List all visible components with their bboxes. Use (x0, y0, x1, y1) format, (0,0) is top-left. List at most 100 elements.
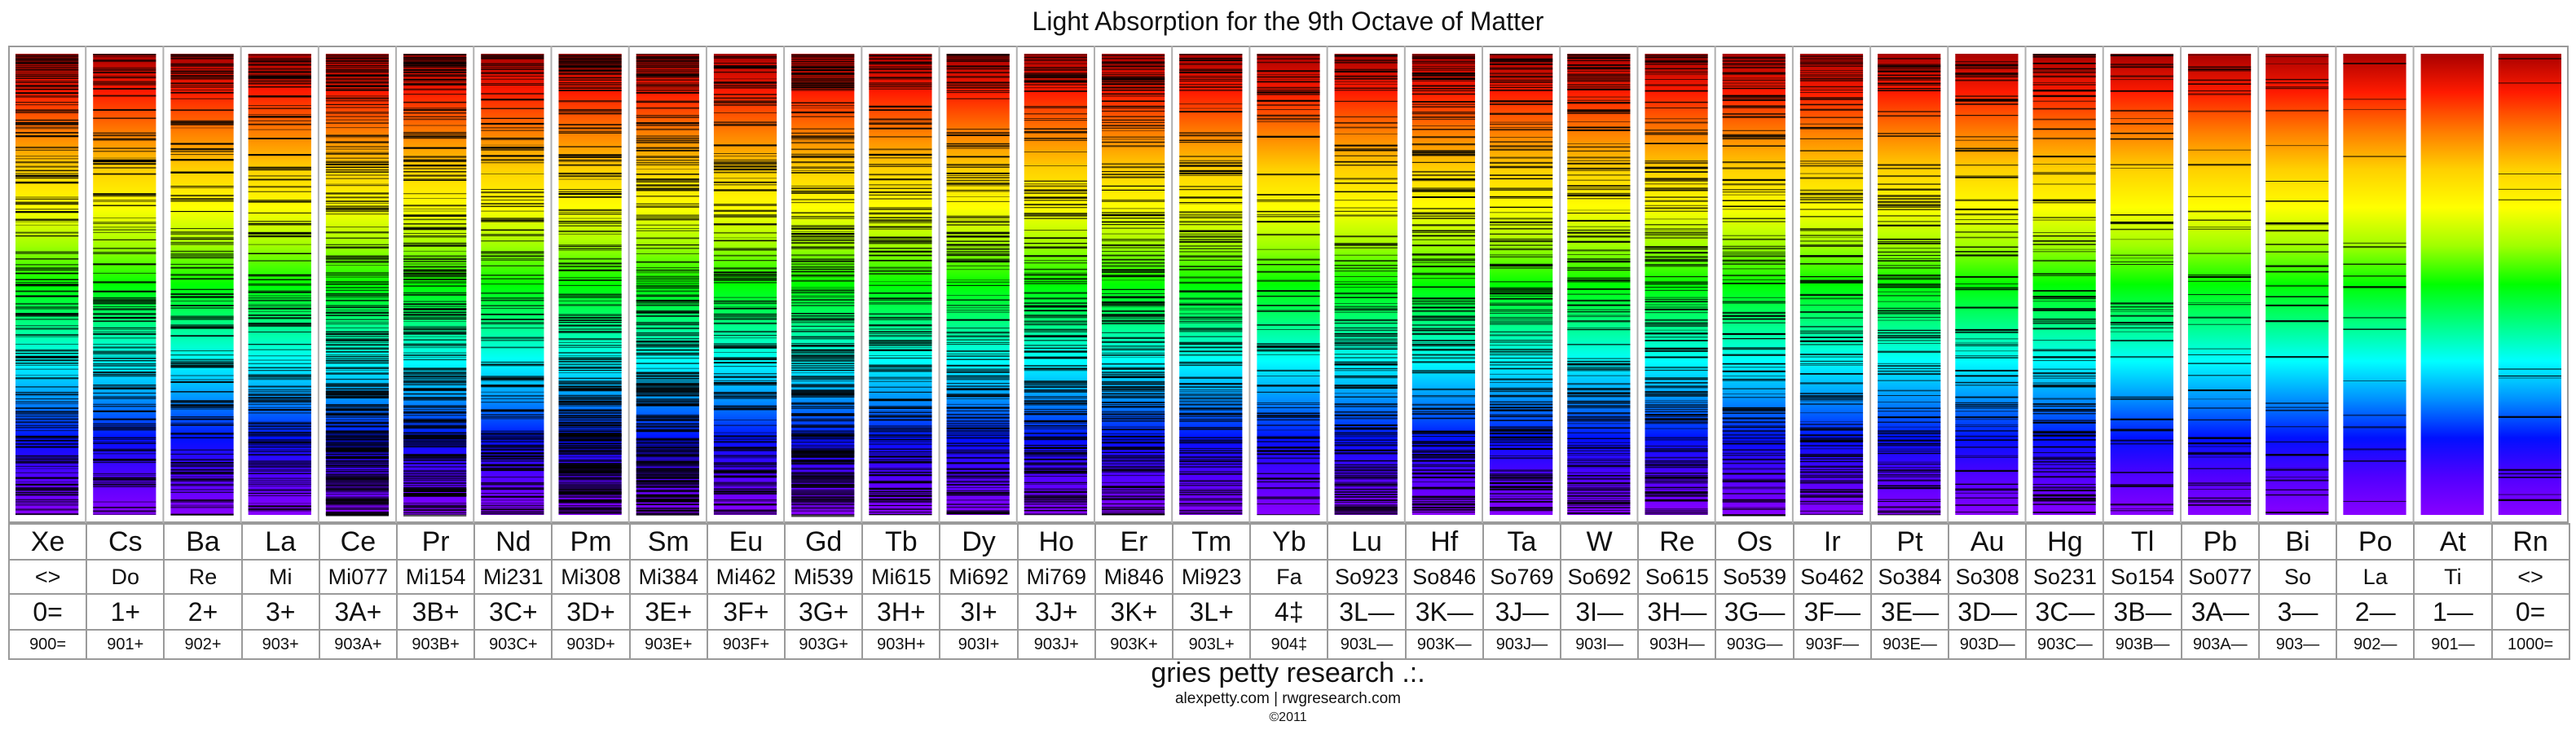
absorption-line (1799, 129, 1864, 130)
absorption-line (248, 166, 311, 169)
absorption-line (1101, 475, 1165, 477)
absorption-line (1722, 178, 1786, 181)
absorption-line (946, 417, 1010, 419)
absorption-line (1179, 79, 1243, 81)
absorption-line (93, 84, 156, 86)
element-code: 901— (2413, 629, 2493, 660)
absorption-line (1799, 255, 1864, 257)
absorption-lines-dy (946, 54, 1010, 515)
absorption-lines-eu (713, 55, 777, 515)
absorption-line (636, 394, 699, 397)
absorption-line (1101, 489, 1165, 490)
absorption-line (791, 352, 855, 354)
code-row: 900= 901+ 902+ 903+ 903A+ 903B+ 903C+ 903D+ 903E… (7, 629, 2570, 660)
absorption-line (1024, 268, 1087, 270)
spectrum-strip-po (2343, 54, 2406, 515)
absorption-line (1490, 85, 1553, 86)
absorption-line (1878, 439, 1941, 442)
absorption-line (713, 331, 777, 333)
absorption-line (636, 84, 699, 86)
absorption-line (713, 337, 777, 339)
absorption-line (1024, 432, 1087, 434)
absorption-line (869, 292, 932, 294)
absorption-line (2032, 385, 2096, 388)
absorption-line (791, 68, 855, 71)
absorption-line (558, 68, 622, 70)
absorption-line (1257, 93, 1320, 95)
absorption-line (558, 317, 622, 319)
absorption-line (1490, 313, 1553, 314)
absorption-line (93, 54, 156, 55)
absorption-line (1878, 469, 1941, 472)
absorption-line (946, 179, 1010, 182)
absorption-line (1490, 469, 1553, 471)
absorption-line (1179, 450, 1243, 451)
absorption-line (1411, 432, 1476, 434)
absorption-line (791, 363, 855, 365)
absorption-line (248, 435, 311, 437)
absorption-line (636, 447, 699, 451)
absorption-line (325, 460, 390, 462)
absorption-line (2032, 497, 2096, 500)
absorption-line (2266, 86, 2329, 88)
absorption-line (325, 388, 390, 390)
absorption-line (325, 226, 390, 228)
absorption-line (481, 346, 544, 349)
absorption-line (93, 448, 156, 451)
absorption-line (2343, 500, 2406, 502)
absorption-line (946, 134, 1010, 136)
absorption-line (791, 455, 855, 458)
absorption-line (1799, 400, 1864, 402)
absorption-line (403, 488, 467, 490)
absorption-line (1878, 332, 1941, 334)
absorption-line (1179, 281, 1243, 284)
absorption-line (2266, 296, 2329, 297)
absorption-line (1878, 453, 1941, 455)
absorption-line (170, 402, 234, 403)
absorption-line (1490, 295, 1553, 297)
absorption-line (2187, 468, 2252, 469)
absorption-line (558, 503, 622, 504)
absorption-line (869, 71, 932, 74)
absorption-line (1799, 117, 1864, 118)
absorption-line (325, 447, 390, 451)
absorption-line (558, 437, 622, 440)
element-code: 903L— (1327, 629, 1407, 660)
absorption-line (403, 74, 467, 76)
absorption-line (1490, 304, 1553, 306)
absorption-line (558, 372, 622, 373)
absorption-line (1490, 474, 1553, 477)
absorption-line (713, 278, 777, 280)
absorption-line (1257, 77, 1320, 78)
absorption-line (1411, 196, 1476, 198)
absorption-line (636, 169, 699, 170)
absorption-line (1955, 61, 2019, 63)
absorption-line (2266, 270, 2329, 273)
absorption-line (1179, 59, 1243, 61)
absorption-line (15, 363, 79, 364)
absorption-line (1490, 350, 1553, 352)
absorption-line (481, 483, 544, 486)
absorption-line (403, 367, 467, 370)
absorption-line (558, 451, 622, 455)
absorption-line (946, 251, 1010, 253)
absorption-line (1722, 468, 1786, 470)
absorption-line (15, 457, 79, 459)
absorption-line (2110, 310, 2173, 312)
absorption-line (1645, 332, 1708, 335)
absorption-line (403, 78, 467, 81)
absorption-line (325, 299, 390, 301)
absorption-line (325, 205, 390, 207)
absorption-line (15, 359, 79, 362)
absorption-lines-au (1955, 61, 2019, 512)
absorption-line (869, 66, 932, 68)
absorption-line (558, 84, 622, 86)
absorption-line (170, 422, 234, 424)
element-note: Mi692 (939, 559, 1019, 595)
absorption-line (248, 441, 311, 443)
absorption-line (1101, 293, 1165, 294)
absorption-line (1722, 97, 1786, 99)
absorption-line (1101, 446, 1165, 449)
absorption-line (1878, 286, 1941, 288)
absorption-line (558, 221, 622, 222)
